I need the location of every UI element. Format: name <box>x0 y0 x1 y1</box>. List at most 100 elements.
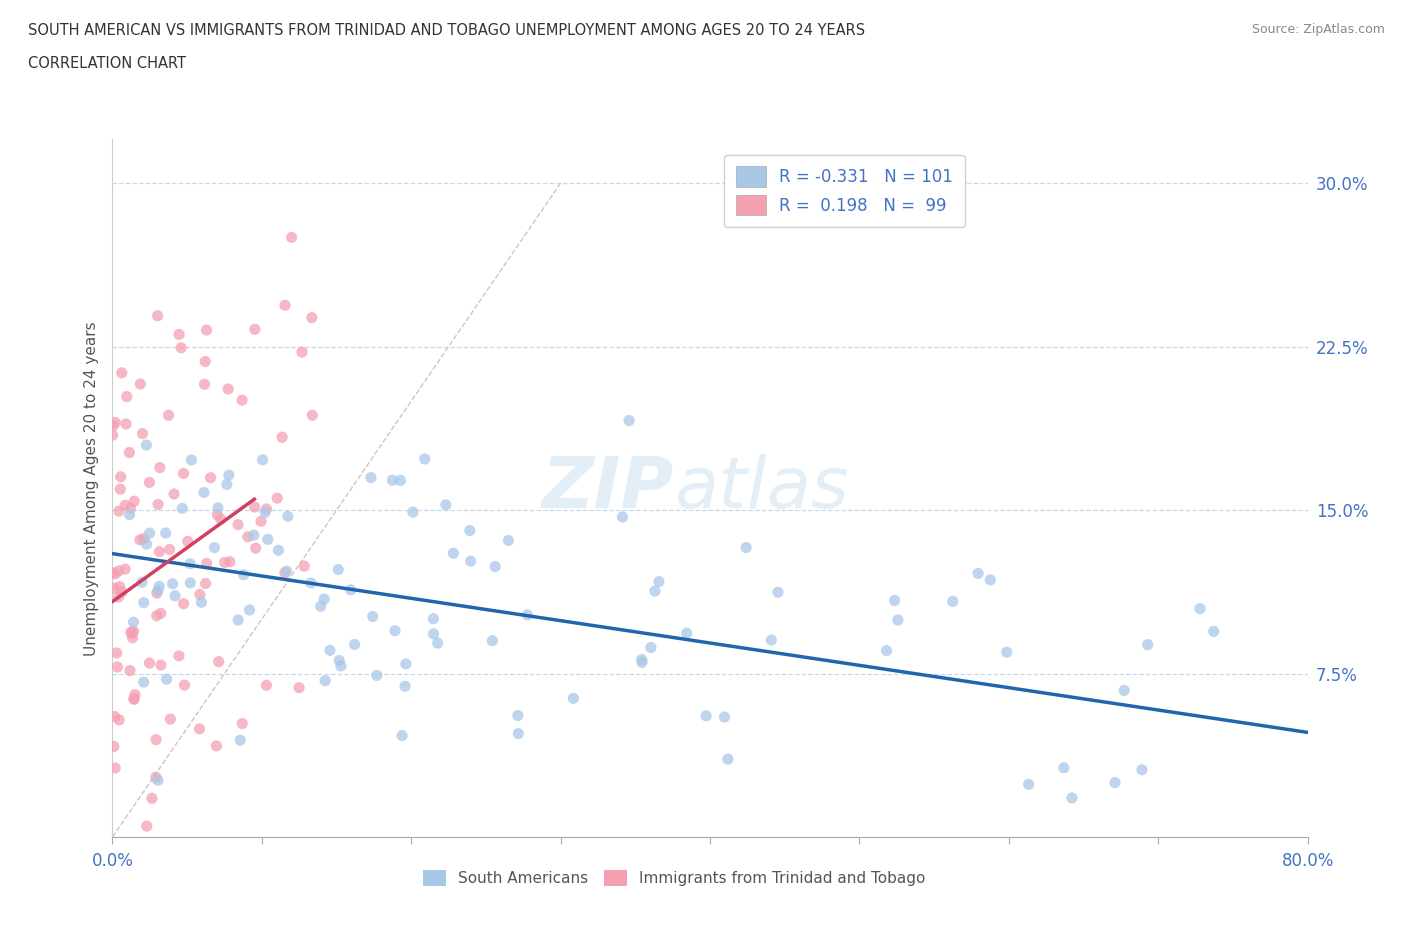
Point <box>121 625 143 640</box>
Point <box>460 553 482 568</box>
Point <box>360 471 382 485</box>
Point <box>413 452 436 467</box>
Point <box>717 751 740 766</box>
Point <box>157 408 180 423</box>
Point <box>735 540 758 555</box>
Point <box>148 578 170 593</box>
Point <box>132 531 155 546</box>
Point <box>506 708 529 723</box>
Point <box>215 477 238 492</box>
Point <box>876 644 898 658</box>
Point <box>631 655 654 670</box>
Point <box>207 508 229 523</box>
Point <box>111 584 134 599</box>
Point <box>389 472 412 487</box>
Point <box>256 501 278 516</box>
Point <box>309 599 332 614</box>
Point <box>1202 624 1225 639</box>
Point <box>883 593 905 608</box>
Point <box>238 603 260 618</box>
Point <box>292 559 315 574</box>
Point <box>967 565 990 580</box>
Point <box>103 739 125 754</box>
Point <box>384 623 406 638</box>
Point <box>245 540 267 555</box>
Point <box>229 733 252 748</box>
Point <box>146 583 169 598</box>
Point <box>644 584 666 599</box>
Point <box>209 512 232 526</box>
Point <box>188 587 211 602</box>
Point <box>276 564 298 578</box>
Point <box>149 658 172 672</box>
Point <box>226 613 249 628</box>
Y-axis label: Unemployment Among Ages 20 to 24 years: Unemployment Among Ages 20 to 24 years <box>83 321 98 656</box>
Point <box>256 532 278 547</box>
Point <box>434 498 457 512</box>
Point <box>1114 683 1136 698</box>
Point <box>1188 601 1211 616</box>
Point <box>200 471 222 485</box>
Point <box>114 562 136 577</box>
Point <box>328 653 350 668</box>
Point <box>617 413 640 428</box>
Point <box>149 605 172 620</box>
Point <box>329 658 352 673</box>
Point <box>271 430 294 445</box>
Point <box>458 524 481 538</box>
Point <box>218 554 240 569</box>
Point <box>979 573 1001 588</box>
Point <box>159 542 181 557</box>
Point <box>484 559 506 574</box>
Point <box>291 345 314 360</box>
Point <box>402 505 425 520</box>
Point <box>516 607 538 622</box>
Point <box>103 580 125 595</box>
Point <box>394 679 416 694</box>
Point <box>231 716 253 731</box>
Point <box>132 674 155 689</box>
Point <box>107 590 129 604</box>
Point <box>267 543 290 558</box>
Point <box>135 537 157 551</box>
Point <box>1104 776 1126 790</box>
Point <box>146 586 169 601</box>
Point <box>122 691 145 706</box>
Point <box>104 415 127 430</box>
Text: Source: ZipAtlas.com: Source: ZipAtlas.com <box>1251 23 1385 36</box>
Point <box>695 709 717 724</box>
Point <box>766 585 789 600</box>
Point <box>266 491 288 506</box>
Point <box>887 613 910 628</box>
Point <box>713 710 735 724</box>
Point <box>107 659 129 674</box>
Point <box>129 532 152 547</box>
Point <box>129 377 152 392</box>
Text: SOUTH AMERICAN VS IMMIGRANTS FROM TRINIDAD AND TOBAGO UNEMPLOYMENT AMONG AGES 20: SOUTH AMERICAN VS IMMIGRANTS FROM TRINID… <box>28 23 865 38</box>
Point <box>165 589 187 604</box>
Point <box>167 327 190 342</box>
Point <box>361 609 384 624</box>
Point <box>274 298 297 312</box>
Point <box>155 671 177 686</box>
Point <box>104 710 127 724</box>
Point <box>131 426 153 441</box>
Point <box>1136 637 1159 652</box>
Point <box>122 615 145 630</box>
Point <box>252 452 274 467</box>
Point <box>250 514 273 529</box>
Point <box>640 640 662 655</box>
Point <box>190 595 212 610</box>
Point <box>104 566 127 581</box>
Point <box>188 722 211 737</box>
Point <box>108 564 131 578</box>
Point <box>177 534 200 549</box>
Point <box>391 728 413 743</box>
Point <box>339 582 361 597</box>
Point <box>108 579 131 594</box>
Point <box>167 648 190 663</box>
Point <box>146 497 169 512</box>
Point <box>115 417 138 432</box>
Point <box>180 453 202 468</box>
Point <box>162 577 184 591</box>
